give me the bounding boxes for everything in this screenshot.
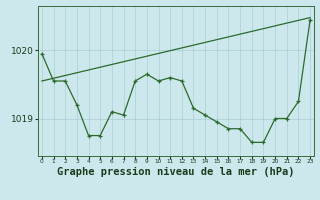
X-axis label: Graphe pression niveau de la mer (hPa): Graphe pression niveau de la mer (hPa) bbox=[57, 167, 295, 177]
